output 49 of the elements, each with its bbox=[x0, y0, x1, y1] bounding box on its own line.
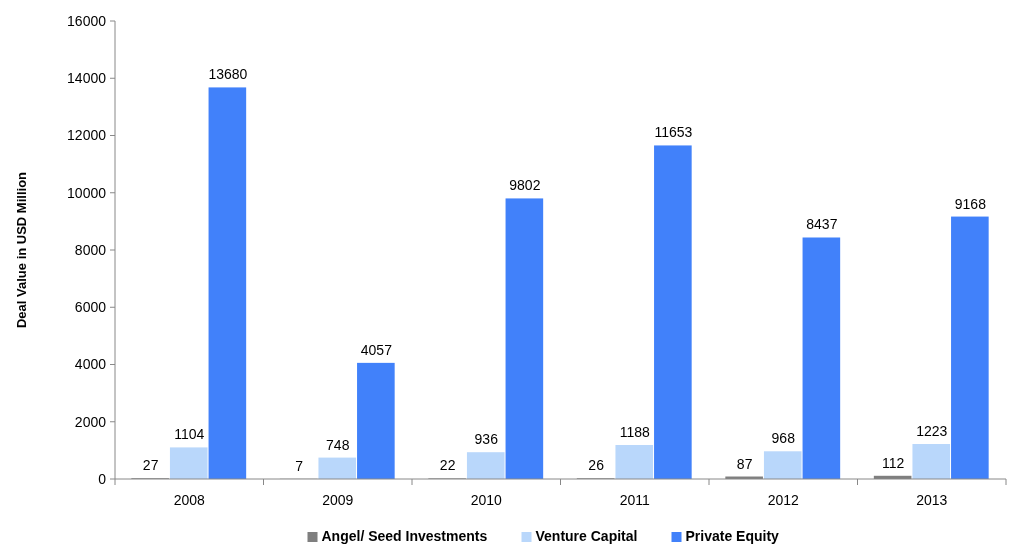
data-label: 27 bbox=[142, 457, 159, 474]
legend-label: Angel/ Seed Investments bbox=[321, 528, 488, 544]
data-label: 936 bbox=[474, 431, 499, 448]
data-label: 112 bbox=[881, 454, 905, 471]
bar bbox=[208, 87, 247, 479]
legend-label: Private Equity bbox=[685, 528, 780, 544]
bar bbox=[169, 447, 208, 479]
data-label: 9802 bbox=[509, 177, 541, 194]
bar bbox=[951, 216, 989, 479]
y-tick-label: 10000 bbox=[67, 184, 107, 201]
x-tick-label: 2010 bbox=[470, 492, 503, 508]
bar bbox=[763, 451, 802, 479]
data-label: 968 bbox=[771, 430, 796, 447]
x-tick-label: 2012 bbox=[767, 492, 800, 508]
bar bbox=[912, 443, 951, 479]
data-label: 1223 bbox=[916, 422, 948, 439]
data-label: 4057 bbox=[360, 341, 393, 358]
data-label: 748 bbox=[326, 436, 350, 453]
data-label: 22 bbox=[439, 457, 456, 474]
y-tick-label: 12000 bbox=[67, 127, 107, 144]
data-label: 8437 bbox=[806, 216, 838, 233]
y-tick-label: 4000 bbox=[74, 356, 107, 373]
data-label: 1188 bbox=[619, 423, 651, 440]
y-tick-label: 6000 bbox=[74, 299, 107, 316]
data-label: 7 bbox=[295, 457, 304, 474]
y-tick-label: 8000 bbox=[74, 241, 107, 258]
data-label: 9168 bbox=[954, 195, 987, 212]
bar bbox=[615, 444, 654, 479]
bar bbox=[357, 362, 395, 479]
data-label: 87 bbox=[736, 455, 753, 472]
bar bbox=[654, 145, 692, 479]
y-tick-label: 2000 bbox=[74, 413, 107, 430]
data-label: 1104 bbox=[174, 426, 205, 443]
y-axis-title: Deal Value in USD Million bbox=[14, 171, 29, 329]
x-tick-label: 2013 bbox=[916, 492, 948, 508]
y-tick-label: 14000 bbox=[67, 70, 107, 87]
x-tick-label: 2011 bbox=[619, 492, 651, 508]
bar bbox=[505, 198, 544, 479]
x-tick-label: 2009 bbox=[322, 492, 354, 508]
y-tick-label: 16000 bbox=[67, 12, 107, 29]
bar bbox=[802, 237, 841, 479]
y-tick-label: 0 bbox=[98, 470, 107, 487]
data-label: 26 bbox=[588, 457, 605, 474]
bar bbox=[318, 457, 357, 479]
data-label: 11653 bbox=[654, 124, 693, 141]
x-tick-label: 2008 bbox=[173, 492, 206, 508]
legend-label: Venture Capital bbox=[535, 528, 638, 544]
data-label: 13680 bbox=[208, 66, 248, 83]
bar bbox=[466, 452, 505, 479]
